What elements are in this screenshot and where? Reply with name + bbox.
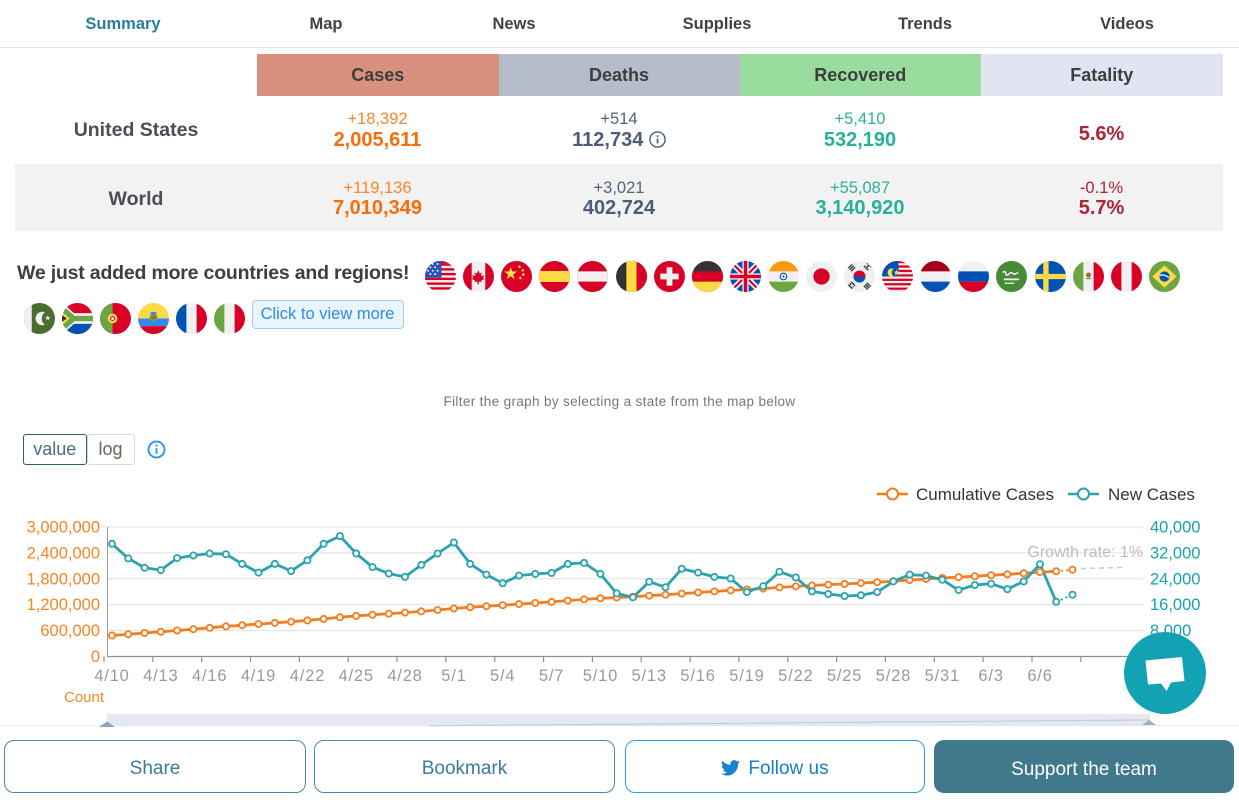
svg-text:4/16: 4/16	[192, 667, 227, 685]
svg-text:5/4: 5/4	[490, 667, 515, 685]
svg-text:6/6: 6/6	[1027, 667, 1052, 685]
svg-text:5/31: 5/31	[925, 667, 960, 685]
svg-text:1,800,000: 1,800,000	[27, 570, 100, 588]
svg-text:4/25: 4/25	[339, 667, 374, 685]
svg-text:5/28: 5/28	[876, 667, 911, 685]
svg-text:5/19: 5/19	[729, 667, 764, 685]
svg-text:600,000: 600,000	[40, 622, 100, 640]
svg-text:5/25: 5/25	[827, 667, 862, 685]
svg-text:1,200,000: 1,200,000	[27, 596, 100, 614]
svg-text:5/1: 5/1	[441, 667, 466, 685]
svg-text:4/22: 4/22	[290, 667, 325, 685]
svg-text:40,000: 40,000	[1150, 519, 1200, 537]
svg-text:New Cases: New Cases	[1108, 485, 1195, 504]
svg-text:24,000: 24,000	[1150, 570, 1200, 588]
svg-text:6/3: 6/3	[978, 667, 1003, 685]
svg-text:4/28: 4/28	[387, 667, 422, 685]
svg-text:4/13: 4/13	[143, 667, 178, 685]
svg-text:5/7: 5/7	[539, 667, 564, 685]
svg-text:Growth rate: 1%: Growth rate: 1%	[1027, 544, 1143, 561]
svg-text:32,000: 32,000	[1150, 544, 1200, 562]
svg-text:Count: Count	[64, 689, 105, 706]
svg-text:5/10: 5/10	[583, 667, 618, 685]
svg-text:0: 0	[91, 648, 100, 666]
svg-text:5/22: 5/22	[778, 667, 813, 685]
svg-text:Cumulative Cases: Cumulative Cases	[916, 485, 1054, 504]
svg-text:5/16: 5/16	[680, 667, 715, 685]
svg-text:4/19: 4/19	[241, 667, 276, 685]
svg-text:4/10: 4/10	[94, 667, 129, 685]
svg-text:16,000: 16,000	[1150, 596, 1200, 614]
svg-text:3,000,000: 3,000,000	[27, 519, 100, 537]
svg-text:2,400,000: 2,400,000	[27, 544, 100, 562]
svg-text:5/13: 5/13	[632, 667, 667, 685]
